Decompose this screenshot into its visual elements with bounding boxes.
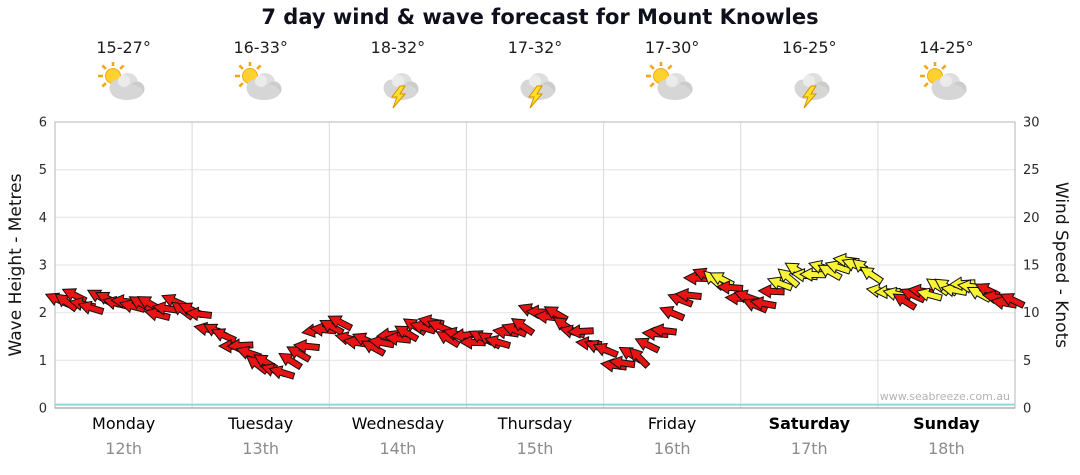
horizontal-gridlines [55, 169, 1015, 361]
svg-text:6: 6 [39, 116, 47, 131]
left-axis-ticks: 0 1 2 3 4 5 6 [39, 116, 47, 417]
svg-text:0: 0 [1023, 402, 1031, 417]
wind-direction-arrows [44, 252, 1026, 380]
watermark: www.seabreeze.com.au [879, 390, 1010, 403]
left-axis-title: Wave Height - Metres [6, 173, 26, 357]
svg-text:25: 25 [1023, 163, 1040, 178]
day-separators [191, 122, 879, 408]
svg-text:15: 15 [1023, 259, 1040, 274]
svg-text:10: 10 [1023, 306, 1040, 321]
right-axis-ticks: 0 5 10 15 20 25 30 [1023, 116, 1040, 417]
svg-text:3: 3 [39, 259, 47, 274]
svg-text:5: 5 [1023, 354, 1031, 369]
svg-text:1: 1 [39, 354, 47, 369]
svg-text:2: 2 [39, 306, 47, 321]
svg-text:20: 20 [1023, 211, 1040, 226]
svg-text:30: 30 [1023, 116, 1040, 131]
svg-text:0: 0 [39, 402, 47, 417]
chart-title: 7 day wind & wave forecast for Mount Kno… [261, 5, 819, 29]
right-axis-title: Wind Speed - Knots [1051, 181, 1071, 349]
svg-text:5: 5 [39, 163, 47, 178]
svg-text:4: 4 [39, 211, 47, 226]
